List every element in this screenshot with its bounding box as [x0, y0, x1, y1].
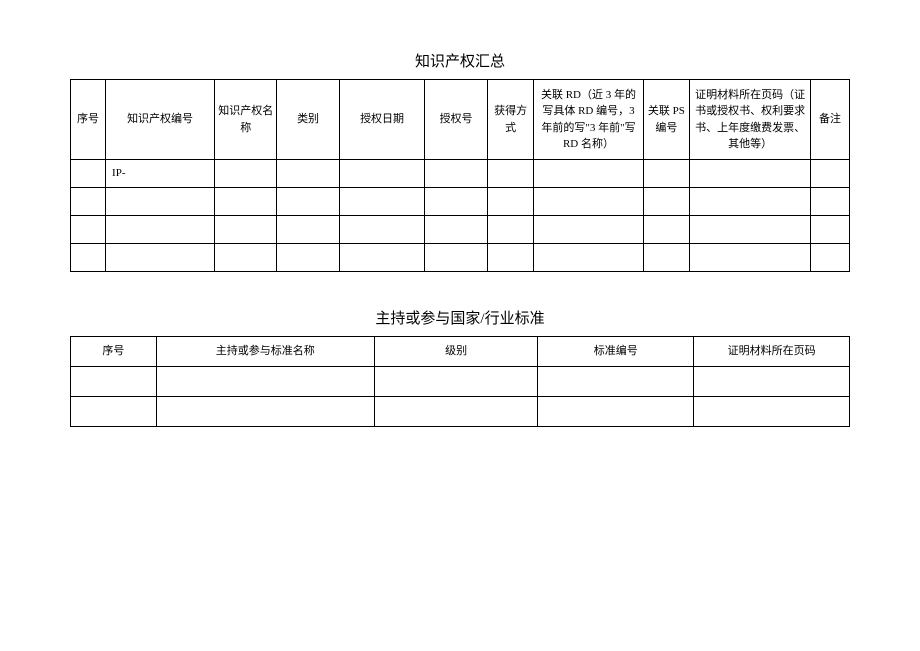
- th-related-rd: 关联 RD（近 3 年的写具体 RD 编号，3 年前的写"3 年前"写 RD 名…: [534, 80, 643, 160]
- cell: [277, 160, 339, 188]
- cell: [71, 216, 106, 244]
- cell: [277, 216, 339, 244]
- cell: [339, 188, 425, 216]
- table-row: [71, 188, 850, 216]
- cell: [71, 244, 106, 272]
- cell: [487, 188, 534, 216]
- cell: [215, 216, 277, 244]
- th-level: 级别: [374, 337, 538, 367]
- cell: [425, 244, 487, 272]
- cell: [106, 188, 215, 216]
- cell: [487, 216, 534, 244]
- cell: [106, 216, 215, 244]
- cell: [643, 160, 690, 188]
- cell: [534, 188, 643, 216]
- th-auth-number: 授权号: [425, 80, 487, 160]
- table-row: [71, 367, 850, 397]
- cell: [643, 188, 690, 216]
- cell: [339, 244, 425, 272]
- table2-header-row: 序号 主持或参与标准名称 级别 标准编号 证明材料所在页码: [71, 337, 850, 367]
- th-standard-name: 主持或参与标准名称: [156, 337, 374, 367]
- cell: [810, 216, 849, 244]
- ip-summary-section: 知识产权汇总 序号 知识产权编号 知识产权名称 类别 授权日期 授权号 获得方式…: [70, 50, 850, 272]
- cell: [534, 160, 643, 188]
- th-serial: 序号: [71, 337, 157, 367]
- table1-header-row: 序号 知识产权编号 知识产权名称 类别 授权日期 授权号 获得方式 关联 RD（…: [71, 80, 850, 160]
- cell: [694, 397, 850, 427]
- cell: [534, 216, 643, 244]
- cell: [538, 397, 694, 427]
- cell: [339, 160, 425, 188]
- cell: [374, 367, 538, 397]
- table-row: [71, 397, 850, 427]
- cell: [374, 397, 538, 427]
- th-standard-number: 标准编号: [538, 337, 694, 367]
- th-related-ps: 关联 PS 编号: [643, 80, 690, 160]
- cell-ip-number: IP-: [106, 160, 215, 188]
- cell: [690, 188, 811, 216]
- cell: [643, 244, 690, 272]
- table-row: IP-: [71, 160, 850, 188]
- cell: [487, 244, 534, 272]
- th-ip-name: 知识产权名称: [215, 80, 277, 160]
- cell: [215, 188, 277, 216]
- th-obtain-method: 获得方式: [487, 80, 534, 160]
- cell: [690, 216, 811, 244]
- cell: [277, 188, 339, 216]
- cell: [425, 216, 487, 244]
- cell: [71, 367, 157, 397]
- cell: [694, 367, 850, 397]
- table1-title: 知识产权汇总: [70, 50, 850, 71]
- cell: [71, 188, 106, 216]
- cell: [538, 367, 694, 397]
- cell: [810, 160, 849, 188]
- th-category: 类别: [277, 80, 339, 160]
- table2-body: [71, 367, 850, 427]
- th-serial: 序号: [71, 80, 106, 160]
- ip-summary-table: 序号 知识产权编号 知识产权名称 类别 授权日期 授权号 获得方式 关联 RD（…: [70, 79, 850, 272]
- cell: [156, 397, 374, 427]
- cell: [425, 160, 487, 188]
- table-row: [71, 216, 850, 244]
- th-ip-number: 知识产权编号: [106, 80, 215, 160]
- cell: [106, 244, 215, 272]
- cell: [215, 160, 277, 188]
- th-evidence-page: 证明材料所在页码（证书或授权书、权利要求书、上年度缴费发票、其他等）: [690, 80, 811, 160]
- cell: [71, 397, 157, 427]
- cell: [215, 244, 277, 272]
- standards-section: 主持或参与国家/行业标准 序号 主持或参与标准名称 级别 标准编号 证明材料所在…: [70, 307, 850, 427]
- table1-body: IP-: [71, 160, 850, 272]
- table2-title: 主持或参与国家/行业标准: [70, 307, 850, 328]
- cell: [487, 160, 534, 188]
- table-row: [71, 244, 850, 272]
- cell: [643, 216, 690, 244]
- cell: [690, 244, 811, 272]
- cell: [339, 216, 425, 244]
- th-evidence-page: 证明材料所在页码: [694, 337, 850, 367]
- cell: [425, 188, 487, 216]
- th-auth-date: 授权日期: [339, 80, 425, 160]
- cell: [534, 244, 643, 272]
- cell: [810, 244, 849, 272]
- cell: [156, 367, 374, 397]
- cell: [71, 160, 106, 188]
- th-remark: 备注: [810, 80, 849, 160]
- cell: [277, 244, 339, 272]
- standards-table: 序号 主持或参与标准名称 级别 标准编号 证明材料所在页码: [70, 336, 850, 427]
- cell: [690, 160, 811, 188]
- cell: [810, 188, 849, 216]
